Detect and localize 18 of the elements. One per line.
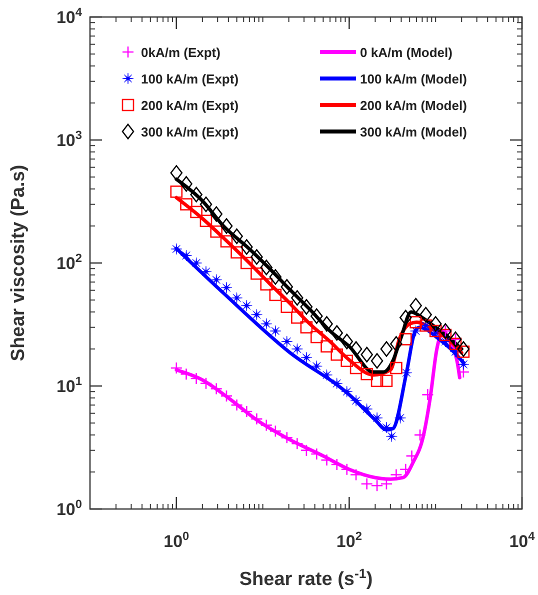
legend-label: 100 kA/m (Expt) xyxy=(141,72,239,86)
legend-label: 300 kA/m (Expt) xyxy=(141,124,239,140)
legend-label: 0kA/m (Expt) xyxy=(141,45,220,60)
legend-label: 0 kA/m (Model) xyxy=(360,45,452,60)
y-tick-label: 10$^{3}$ xyxy=(56,128,82,150)
legend-label: 200 kA/m (Expt) xyxy=(141,98,239,113)
x-tick-label: 10$^{0}$ xyxy=(164,529,190,551)
legend-label: 300 kA/m (Model) xyxy=(360,124,467,140)
y-tick-label: 10$^{0}$ xyxy=(56,497,82,519)
y-tick-label: 10$^{2}$ xyxy=(56,251,82,273)
legend-label: 100 kA/m (Model) xyxy=(360,72,467,86)
x-axis-title: Shear rate (s$^{-1}$) xyxy=(239,566,373,590)
y-axis-title: Shear viscosity (Pa.s) xyxy=(8,164,29,362)
y-tick-label: 10$^{1}$ xyxy=(56,374,82,396)
x-tick-label: 10$^{2}$ xyxy=(336,529,362,551)
y-tick-label: 10$^{4}$ xyxy=(56,5,82,27)
legend-label: 200 kA/m (Model) xyxy=(360,98,467,113)
x-tick-label: 10$^{4}$ xyxy=(509,529,536,551)
